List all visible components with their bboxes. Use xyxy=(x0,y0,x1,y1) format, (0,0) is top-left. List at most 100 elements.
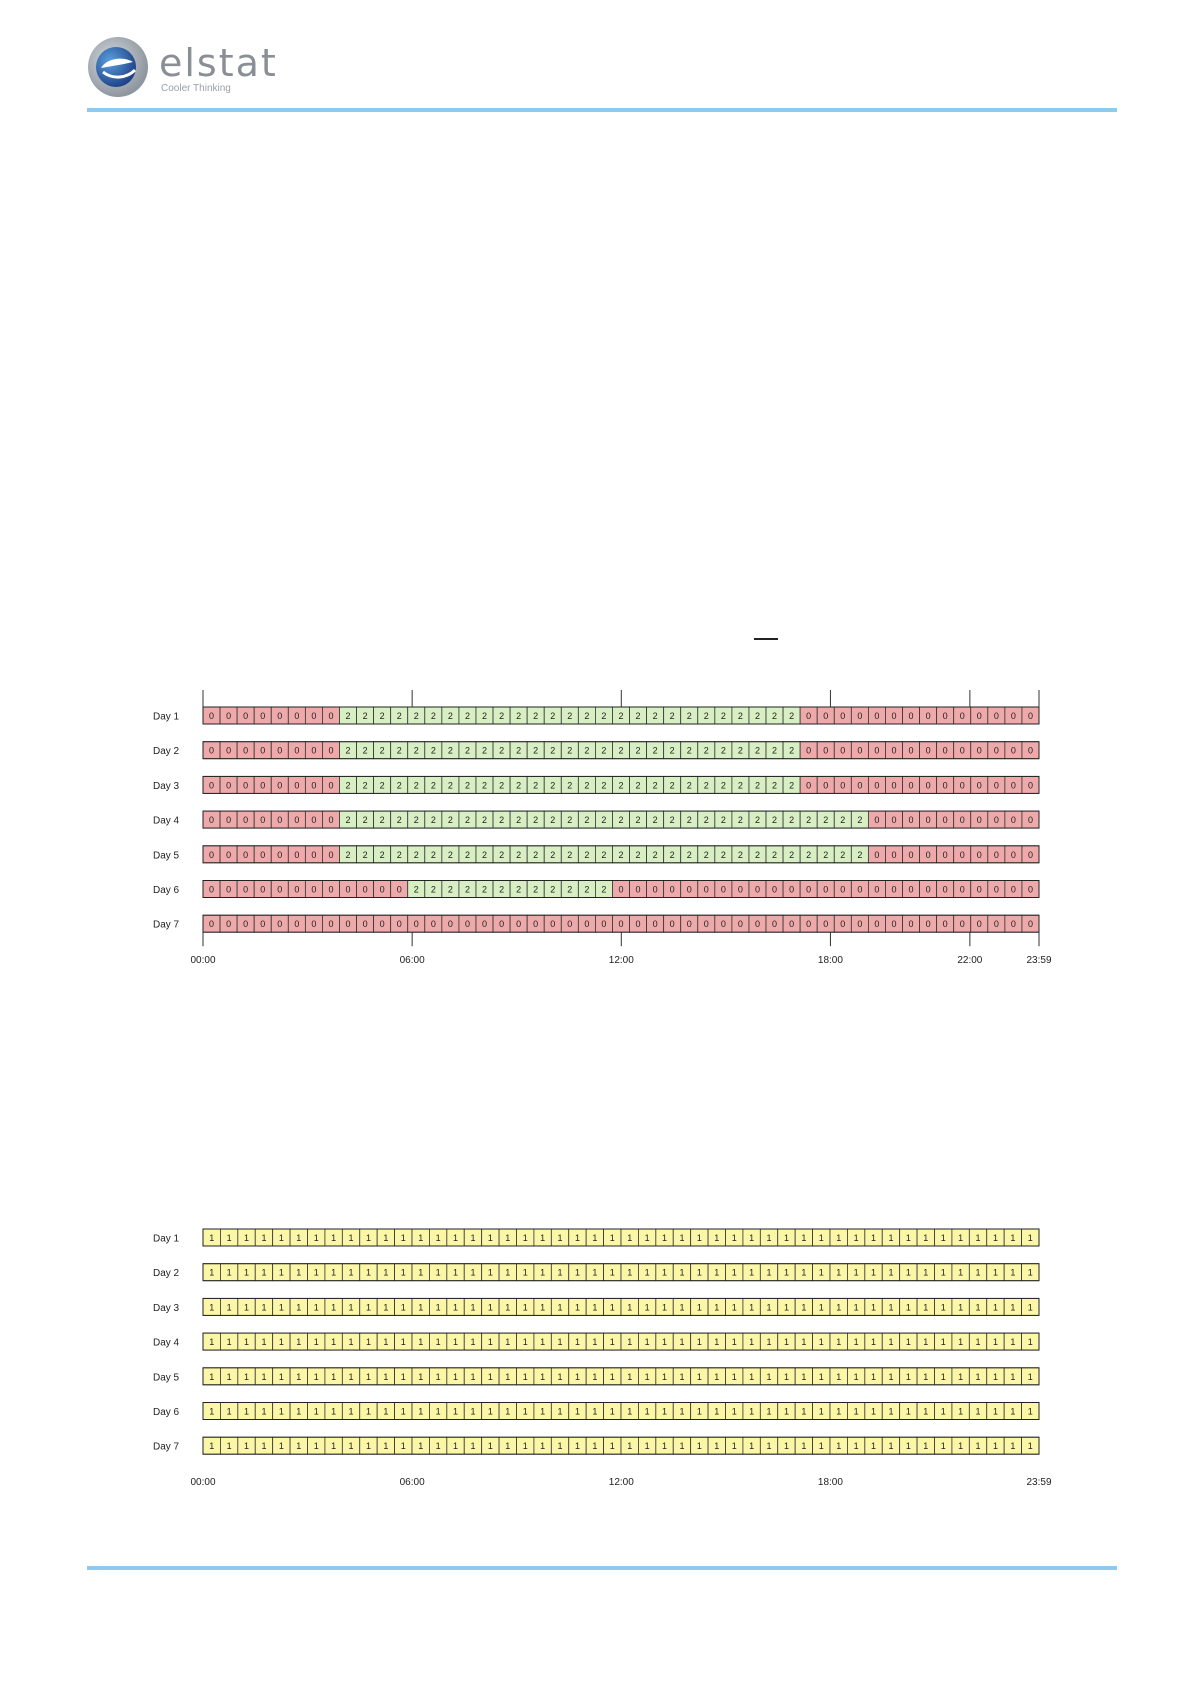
schedule-cell-value: 1 xyxy=(906,1302,911,1312)
schedule-cell-value: 0 xyxy=(823,780,828,790)
schedule-cell-value: 1 xyxy=(453,1441,458,1451)
schedule-cell-value: 2 xyxy=(670,850,675,860)
schedule-cell-value: 2 xyxy=(414,815,419,825)
schedule-cell-value: 1 xyxy=(366,1441,371,1451)
schedule-cell-value: 1 xyxy=(993,1407,998,1417)
schedule-cell-value: 0 xyxy=(209,815,214,825)
schedule-cell-value: 0 xyxy=(328,746,333,756)
schedule-cell-value: 2 xyxy=(738,850,743,860)
day-row-border xyxy=(202,1263,1040,1282)
schedule-cell-value: 1 xyxy=(279,1372,284,1382)
schedule-cell-value: 1 xyxy=(558,1233,563,1243)
schedule-cell-value: 2 xyxy=(636,815,641,825)
schedule-cell-value: 2 xyxy=(823,850,828,860)
schedule-cell-value: 2 xyxy=(550,780,555,790)
schedule-cell-value: 1 xyxy=(871,1407,876,1417)
schedule-cell-value: 1 xyxy=(923,1302,928,1312)
schedule-cell-value: 1 xyxy=(767,1407,772,1417)
schedule-cell-value: 2 xyxy=(516,780,521,790)
schedule-cell-value: 1 xyxy=(627,1302,632,1312)
schedule-cell-value: 2 xyxy=(516,711,521,721)
schedule-cell-value: 0 xyxy=(311,746,316,756)
schedule-cell-value: 1 xyxy=(331,1441,336,1451)
schedule-cell-value: 0 xyxy=(926,850,931,860)
schedule-cell-value: 0 xyxy=(977,885,982,895)
schedule-cell-value: 0 xyxy=(294,850,299,860)
schedule-cell-value: 1 xyxy=(540,1372,545,1382)
schedule-cell-value: 2 xyxy=(499,746,504,756)
schedule-cell-value: 2 xyxy=(431,850,436,860)
schedule-cell-value: 1 xyxy=(523,1407,528,1417)
schedule-cell-value: 2 xyxy=(601,780,606,790)
schedule-cell-value: 1 xyxy=(697,1268,702,1278)
schedule-cell-value: 1 xyxy=(470,1233,475,1243)
schedule-cell-value: 0 xyxy=(755,885,760,895)
schedule-cell-value: 0 xyxy=(294,815,299,825)
schedule-cell-value: 1 xyxy=(906,1441,911,1451)
schedule-cell-value: 0 xyxy=(960,780,965,790)
schedule-cell-value: 1 xyxy=(592,1407,597,1417)
schedule-cell-value: 0 xyxy=(277,746,282,756)
schedule-cell-value: 1 xyxy=(819,1337,824,1347)
schedule-cell-value: 1 xyxy=(488,1233,493,1243)
schedule-cell-value: 1 xyxy=(505,1302,510,1312)
schedule-cell-value: 0 xyxy=(806,885,811,895)
schedule-cell-value: 1 xyxy=(209,1302,214,1312)
schedule-cell-value: 0 xyxy=(226,919,231,929)
schedule-cell-value: 1 xyxy=(854,1441,859,1451)
schedule-cell-value: 2 xyxy=(618,746,623,756)
schedule-cell-value: 0 xyxy=(994,919,999,929)
schedule-cell-value: 1 xyxy=(349,1407,354,1417)
schedule-cell-value: 1 xyxy=(801,1337,806,1347)
schedule-cell-value: 2 xyxy=(499,815,504,825)
schedule-cell-value: 2 xyxy=(397,780,402,790)
schedule-cell-value: 0 xyxy=(311,885,316,895)
schedule-cell-value: 0 xyxy=(209,711,214,721)
schedule-cell-value: 1 xyxy=(888,1233,893,1243)
schedule-cell-value: 2 xyxy=(567,746,572,756)
schedule-cell-value: 0 xyxy=(943,780,948,790)
schedule-cell-value: 0 xyxy=(499,919,504,929)
schedule-cell-value: 1 xyxy=(279,1233,284,1243)
schedule-cell-value: 0 xyxy=(482,919,487,929)
logo: elstat Cooler Thinking xyxy=(87,34,287,104)
schedule-cell-value: 1 xyxy=(505,1268,510,1278)
schedule-cell-value: 0 xyxy=(277,885,282,895)
schedule-cell-value: 0 xyxy=(994,815,999,825)
schedule-cell-value: 0 xyxy=(960,711,965,721)
schedule-cell-value: 1 xyxy=(523,1233,528,1243)
day-label: Day 6 xyxy=(153,1407,180,1418)
schedule-cell-value: 2 xyxy=(397,711,402,721)
schedule-cell-value: 2 xyxy=(653,711,658,721)
schedule-cell-value: 1 xyxy=(244,1441,249,1451)
schedule-cell-value: 1 xyxy=(261,1407,266,1417)
schedule-cell-value: 1 xyxy=(331,1337,336,1347)
schedule-cell-value: 2 xyxy=(380,850,385,860)
schedule-cell-value: 1 xyxy=(349,1302,354,1312)
schedule-cell-value: 1 xyxy=(383,1337,388,1347)
schedule-cell-value: 1 xyxy=(888,1441,893,1451)
schedule-cell-value: 1 xyxy=(941,1337,946,1347)
schedule-cell-value: 1 xyxy=(906,1233,911,1243)
schedule-cell-value: 0 xyxy=(704,885,709,895)
schedule-cell-value: 2 xyxy=(465,885,470,895)
schedule-cell-value: 1 xyxy=(366,1337,371,1347)
schedule-cell-value: 1 xyxy=(314,1372,319,1382)
schedule-cell-value: 1 xyxy=(436,1407,441,1417)
schedule-cell-value: 1 xyxy=(627,1372,632,1382)
schedule-cell-value: 1 xyxy=(958,1407,963,1417)
schedule-cell-value: 0 xyxy=(806,919,811,929)
schedule-cell-value: 1 xyxy=(558,1337,563,1347)
schedule-cell-value: 1 xyxy=(418,1441,423,1451)
schedule-cell-value: 2 xyxy=(653,746,658,756)
schedule-cell-value: 0 xyxy=(960,919,965,929)
schedule-cell-value: 1 xyxy=(592,1372,597,1382)
schedule-cell-value: 1 xyxy=(854,1372,859,1382)
schedule-cell-value: 1 xyxy=(261,1372,266,1382)
schedule-cell-value: 1 xyxy=(941,1233,946,1243)
schedule-cell-value: 1 xyxy=(470,1337,475,1347)
schedule-cell-value: 1 xyxy=(349,1441,354,1451)
schedule-cell-value: 2 xyxy=(363,815,368,825)
schedule-cell-value: 1 xyxy=(1028,1268,1033,1278)
